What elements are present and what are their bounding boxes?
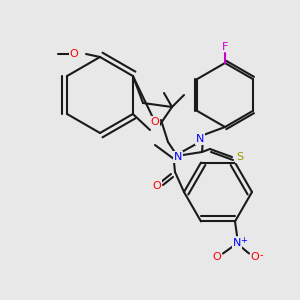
Text: N: N bbox=[233, 238, 241, 248]
Text: S: S bbox=[236, 152, 244, 162]
Text: N: N bbox=[196, 134, 204, 144]
Text: O: O bbox=[250, 252, 260, 262]
Text: F: F bbox=[222, 42, 228, 52]
Text: O: O bbox=[151, 117, 159, 127]
Text: -: - bbox=[259, 250, 263, 260]
Text: O: O bbox=[153, 181, 161, 191]
Text: O: O bbox=[213, 252, 221, 262]
Text: N: N bbox=[174, 152, 182, 162]
Text: O: O bbox=[70, 49, 78, 59]
Text: +: + bbox=[241, 236, 248, 245]
